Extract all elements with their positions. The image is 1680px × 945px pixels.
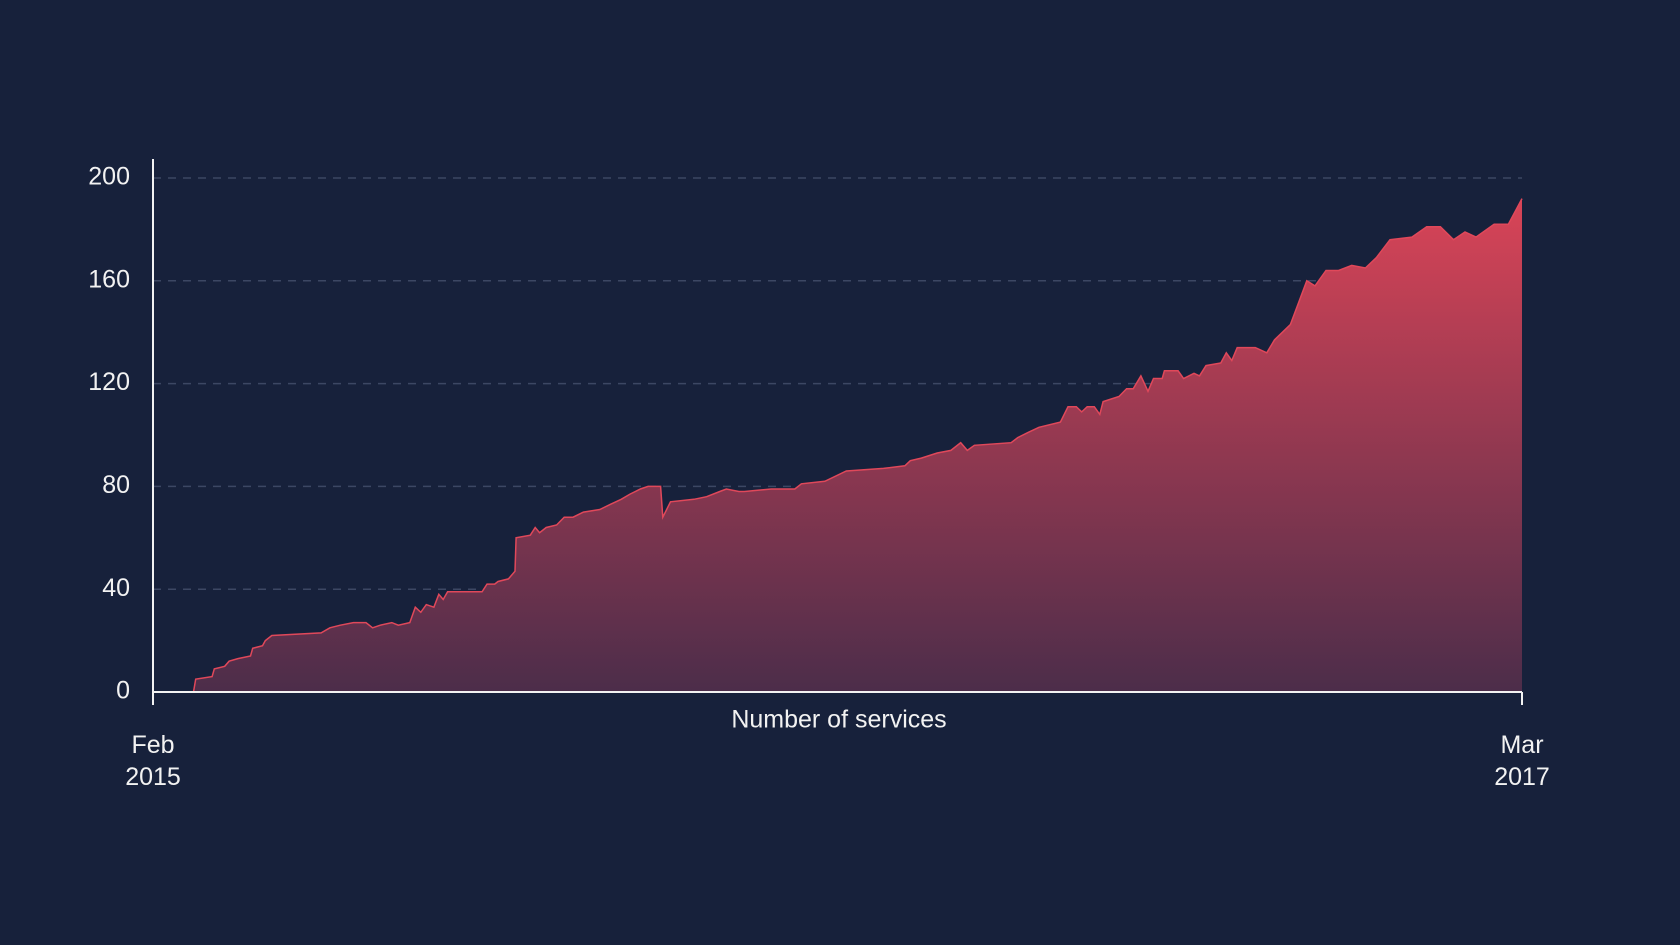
line <box>192 198 1523 693</box>
x-tick-label: Mar 2017 <box>1494 731 1550 791</box>
y-tick-label: 200 <box>88 163 130 191</box>
y-tick-label: 0 <box>116 677 130 705</box>
y-tick-label: 80 <box>102 471 130 499</box>
area <box>193 198 1522 692</box>
y-tick-label: 120 <box>88 368 130 396</box>
x-tick-label: Feb 2015 <box>125 731 181 791</box>
y-tick-label: 160 <box>88 265 130 293</box>
y-tick-label: 40 <box>102 574 130 602</box>
x-axis-title: Number of services <box>731 706 946 734</box>
